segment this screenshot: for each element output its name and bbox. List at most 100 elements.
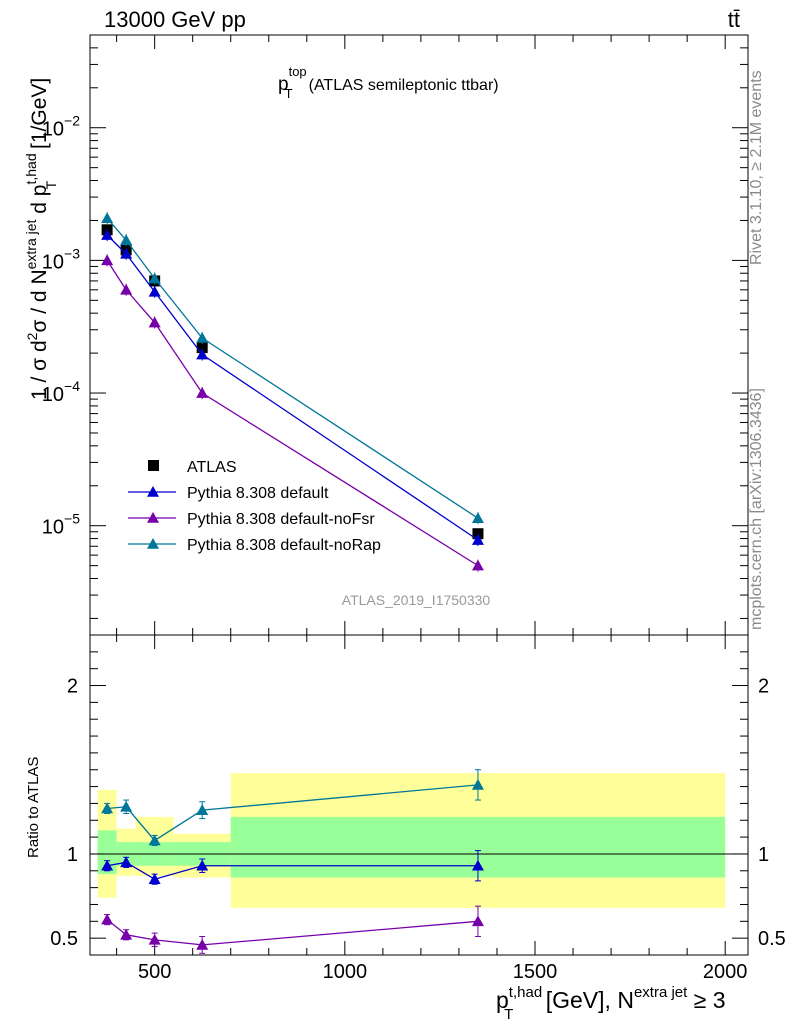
ratio-y-tick-label: 2 [67,676,78,698]
ratio-plot-frame [89,634,749,956]
ratio-point [471,778,484,790]
data-point [196,348,209,360]
x-tick-label: 1500 [513,961,558,983]
ratio-axes: 0.5 0.5 1 1 2 2 500 1000 1500 2000 [50,635,786,983]
ratio-y-tick-label: 0.5 [50,928,78,950]
ylabel-part-d: [1/GeV] [28,78,51,155]
ratio-series-noFsr [101,905,484,954]
y-tick-label: 10−3 [42,245,80,273]
analysis-id: ATLAS_2019_I1750330 [342,592,491,608]
y-tick-label: 10−4 [42,378,80,406]
y-tick-label: 10−5 [42,511,80,539]
main-title-rest: (ATLAS semileptonic ttbar) [309,77,499,94]
y-tick-exponent: −4 [64,378,80,394]
ratio-series-noRap [101,769,484,847]
header-right: tt̄ [728,7,740,32]
y-tick-exponent: −5 [64,511,80,527]
ratio-y-tick-label-right: 1 [758,844,769,866]
legend-marker [147,538,159,549]
ratio-point [196,859,209,871]
xlabel-sub-a: T [504,1006,513,1023]
ylabel-sub-c: T [43,180,59,189]
legend-marker [148,460,159,471]
band-stat [97,830,117,875]
legend-label: Pythia 8.308 default-noFsr [187,511,375,528]
mcplots-label: mcplots.cern.ch [arXiv:1306.3436] [748,388,765,630]
ratio-point [471,915,484,927]
ratio-point [196,938,209,950]
legend-marker [147,486,159,497]
x-tick-label: 500 [138,961,171,983]
main-title-sup: top [289,64,307,79]
legend-label: Pythia 8.308 default [187,485,329,502]
y-tick-label: 10−2 [42,113,80,141]
ylabel-part-b: σ / d N [28,269,51,332]
data-point [471,534,484,545]
data-point [120,247,133,259]
ratio-point [120,800,133,812]
data-point [120,283,133,295]
data-point [120,234,133,245]
ratio-series-default [101,850,484,885]
data-point [196,331,209,343]
ylabel-sup-b: extra jet [23,219,39,269]
ratio-point [101,859,114,871]
xlabel-sup-a: t,had [509,984,542,1001]
main-title-var: p [278,74,289,95]
x-tick-label: 2000 [703,961,748,983]
ratio-point [148,873,161,885]
ratio-y-tick-label-right: 2 [758,676,769,698]
legend-label: Pythia 8.308 default-noRap [187,537,381,554]
series-noFsr [101,254,484,572]
ylabel-sup-a: 2 [24,332,40,340]
ratio-point [148,933,161,945]
main-title-sub: T [285,86,293,101]
ratio-point [196,804,209,815]
ratio-y-tick-label-right: 0.5 [758,928,786,950]
ylabel-part-c: d p [28,185,51,220]
main-series-layer [101,212,484,572]
data-point [101,229,114,240]
main-title: ptop T (ATLAS semileptonic ttbar) [278,64,499,101]
data-point [196,387,209,398]
series-line [106,217,479,519]
ratio-point [101,802,114,814]
ratio-point [471,859,484,871]
data-point [148,285,161,297]
ratio-point [120,928,133,940]
data-point [101,212,114,223]
y-tick-exponent: −3 [64,245,80,261]
ratio-point [120,856,133,868]
series-default [101,229,484,547]
xlabel-part-b: [GeV], N [539,987,634,1013]
y-tick-exponent: −2 [64,113,80,129]
ratio-line [106,919,479,946]
data-point [472,528,484,540]
series-noRap [101,212,484,525]
legend-label: ATLAS [187,459,237,476]
legend-item: Pythia 8.308 default-noFsr [128,511,375,528]
legend: ATLAS Pythia 8.308 default Pythia 8.308 de… [128,459,381,554]
ratio-point [101,913,114,925]
ratio-ylabel: Ratio to ATLAS [25,757,42,858]
xlabel-part-a: p [496,987,509,1013]
data-point [471,559,484,571]
ratio-bands [97,773,726,908]
data-point [471,512,484,523]
xlabel-part-c: ≥ 3 [687,987,725,1013]
legend-item: Pythia 8.308 default [128,485,329,502]
y-tick-base: 10 [42,119,64,141]
main-axes: 10−510−410−310−2 [42,34,748,635]
data-point [101,254,114,266]
x-axis-label: pt,had T [GeV], Nextra jet ≥ 3 [496,984,726,1023]
ratio-y-tick-label: 1 [67,844,78,866]
ratio-series-layer [101,769,484,954]
ylabel-sup-c: t,had [23,153,39,184]
y-tick-base: 10 [42,251,64,273]
data-point [196,342,208,354]
ylabel-part-a: 1 / σ d [28,340,51,400]
ratio-point [148,834,161,846]
header-left: 13000 GeV pp [104,7,246,32]
legend-item: ATLAS [148,459,237,476]
